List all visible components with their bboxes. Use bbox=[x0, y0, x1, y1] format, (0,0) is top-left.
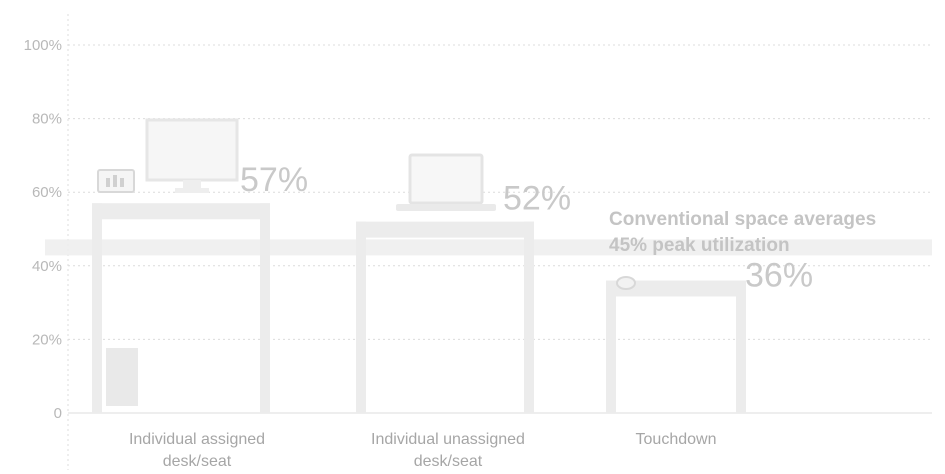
bar bbox=[606, 280, 746, 413]
y-tick-label: 60% bbox=[32, 184, 62, 201]
data-label: 52% bbox=[503, 180, 571, 218]
y-tick-label: 80% bbox=[32, 111, 62, 128]
bar-leg-right bbox=[524, 221, 534, 413]
bar-leg-left bbox=[92, 203, 102, 413]
y-tick-label: 0 bbox=[54, 405, 62, 422]
mouse-icon bbox=[616, 276, 636, 290]
bar bbox=[356, 221, 534, 413]
bar-top bbox=[92, 203, 270, 220]
annotation-line: Conventional space averages bbox=[609, 209, 876, 230]
data-label: 36% bbox=[745, 257, 813, 295]
bar-leg-right bbox=[260, 203, 270, 413]
x-tick-label: Touchdown bbox=[636, 431, 717, 448]
bar-leg-left bbox=[606, 280, 616, 413]
laptop-icon bbox=[396, 153, 496, 211]
data-label: 57% bbox=[240, 161, 308, 199]
bar bbox=[92, 203, 270, 413]
x-tick-line: desk/seat bbox=[414, 453, 483, 470]
y-tick-label: 40% bbox=[32, 258, 62, 275]
reference-band bbox=[45, 239, 932, 256]
x-tick-line: Touchdown bbox=[636, 431, 717, 448]
x-tick-line: desk/seat bbox=[163, 453, 232, 470]
annotation-line: 45% peak utilization bbox=[609, 235, 790, 256]
y-tick-label: 100% bbox=[24, 37, 62, 54]
x-tick-label: Individual assigned desk/seat bbox=[129, 431, 265, 470]
x-tick-label: Individual unassigned desk/seat bbox=[371, 431, 525, 470]
bar-top bbox=[356, 221, 534, 238]
reference-annotation: Conventional space averages 45% peak util… bbox=[609, 209, 876, 256]
photo-frame-icon bbox=[97, 169, 135, 193]
y-tick-label: 20% bbox=[32, 331, 62, 348]
drawer-cabinet-icon bbox=[106, 348, 138, 406]
x-tick-line: Individual unassigned bbox=[371, 431, 525, 448]
bar-top bbox=[606, 280, 746, 297]
x-tick-line: Individual assigned bbox=[129, 431, 265, 448]
bar-leg-right bbox=[736, 280, 746, 413]
monitor-icon bbox=[145, 118, 239, 193]
bar-leg-left bbox=[356, 221, 366, 413]
